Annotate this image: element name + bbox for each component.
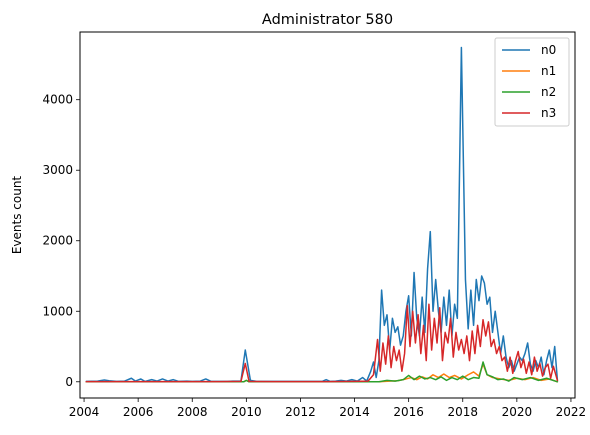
- y-tick-label: 2000: [42, 234, 73, 248]
- x-tick-label: 2016: [393, 405, 424, 419]
- y-tick-label: 1000: [42, 304, 73, 318]
- x-tick-label: 2022: [556, 405, 587, 419]
- legend-label-n0: n0: [541, 43, 556, 57]
- plot-area: [85, 46, 559, 383]
- x-tick-label: 2012: [285, 405, 316, 419]
- x-tick-label: 2014: [339, 405, 370, 419]
- x-tick-label: 2010: [231, 405, 262, 419]
- legend-label-n3: n3: [541, 106, 556, 120]
- legend-box: [494, 37, 570, 127]
- series-line-n3: [85, 303, 559, 383]
- x-tick-label: 2018: [447, 405, 478, 419]
- y-axis-label: Events count: [10, 176, 24, 255]
- x-tick-label: 2008: [177, 405, 208, 419]
- legend-label-n1: n1: [541, 64, 556, 78]
- x-tick-label: 2006: [123, 405, 154, 419]
- y-tick-label: 4000: [42, 93, 73, 107]
- y-tick-label: 0: [65, 375, 73, 389]
- series-line-n2: [85, 361, 559, 383]
- x-tick-label: 2004: [69, 405, 100, 419]
- legend-label-n2: n2: [541, 85, 556, 99]
- chart-title: Administrator 580: [262, 12, 393, 28]
- x-axis: 2004 2006 2008 2010 2012 2014 2016 2018 2020 2022: [69, 398, 586, 419]
- y-tick-label: 3000: [42, 163, 73, 177]
- axes-frame: [79, 31, 576, 399]
- legend: n0 n1 n2 n3: [494, 37, 570, 127]
- x-tick-label: 2020: [502, 405, 533, 419]
- y-axis: 0 1000 2000 3000 4000: [42, 93, 80, 389]
